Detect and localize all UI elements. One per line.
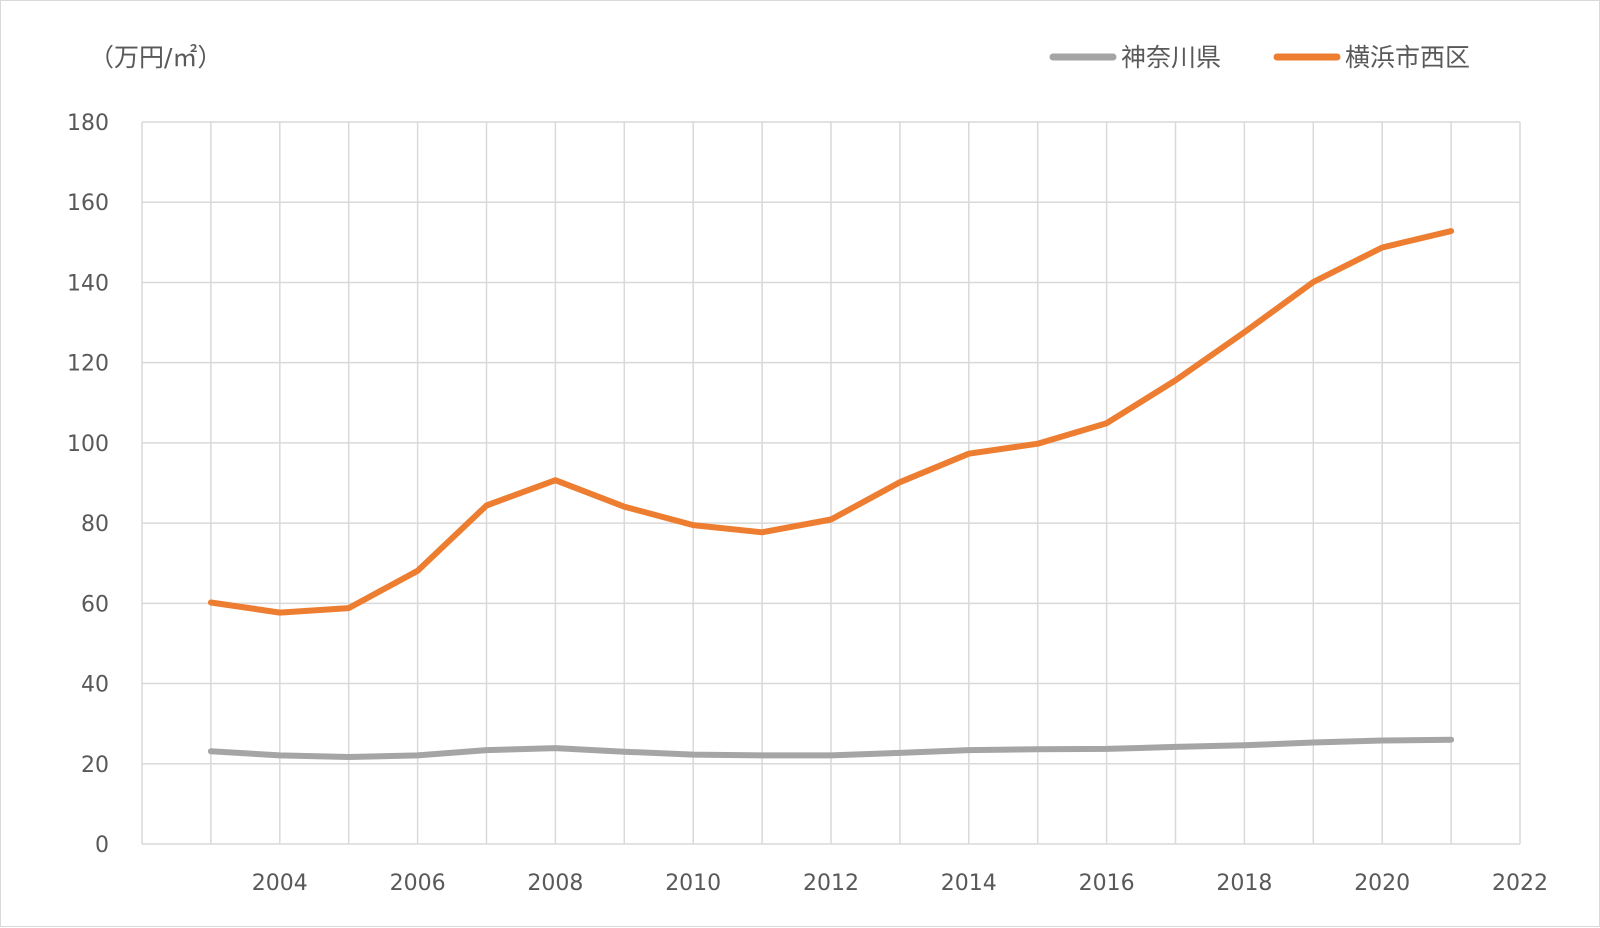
x-tick-label: 2008 [527, 871, 583, 896]
y-tick-label: 100 [67, 432, 109, 457]
y-tick-label: 120 [67, 352, 109, 377]
legend: 神奈川県 横浜市西区 [1049, 43, 1470, 72]
x-tick-label: 2020 [1354, 871, 1410, 896]
x-tick-label: 2004 [252, 871, 308, 896]
y-tick-label: 180 [67, 111, 109, 136]
tick-label-layer: 0 20 40 60 80 100 120 140 160 180 2004 2006 2008 2010… [67, 111, 1548, 896]
y-axis-unit-label: （万円/㎡） [89, 43, 222, 72]
y-tick-label: 40 [81, 673, 109, 698]
legend-label: 横浜市西区 [1345, 43, 1470, 72]
series-line-2 [207, 228, 1455, 616]
y-tick-label: 160 [67, 191, 109, 216]
y-tick-label: 0 [95, 833, 109, 858]
grid-layer [141, 121, 1521, 845]
x-tick-label: 2012 [803, 871, 859, 896]
y-tick-label: 20 [81, 753, 109, 778]
y-tick-label: 140 [67, 271, 109, 296]
x-tick-label: 2016 [1079, 871, 1135, 896]
x-tick-label: 2022 [1492, 871, 1548, 896]
x-tick-label: 2014 [941, 871, 997, 896]
x-tick-label: 2010 [665, 871, 721, 896]
series-layer [207, 228, 1455, 760]
x-tick-label: 2006 [390, 871, 446, 896]
y-tick-label: 60 [81, 592, 109, 617]
x-tick-label: 2018 [1216, 871, 1272, 896]
y-tick-label: 80 [81, 512, 109, 537]
series-line-1 [207, 736, 1455, 760]
legend-label: 神奈川県 [1121, 43, 1221, 72]
